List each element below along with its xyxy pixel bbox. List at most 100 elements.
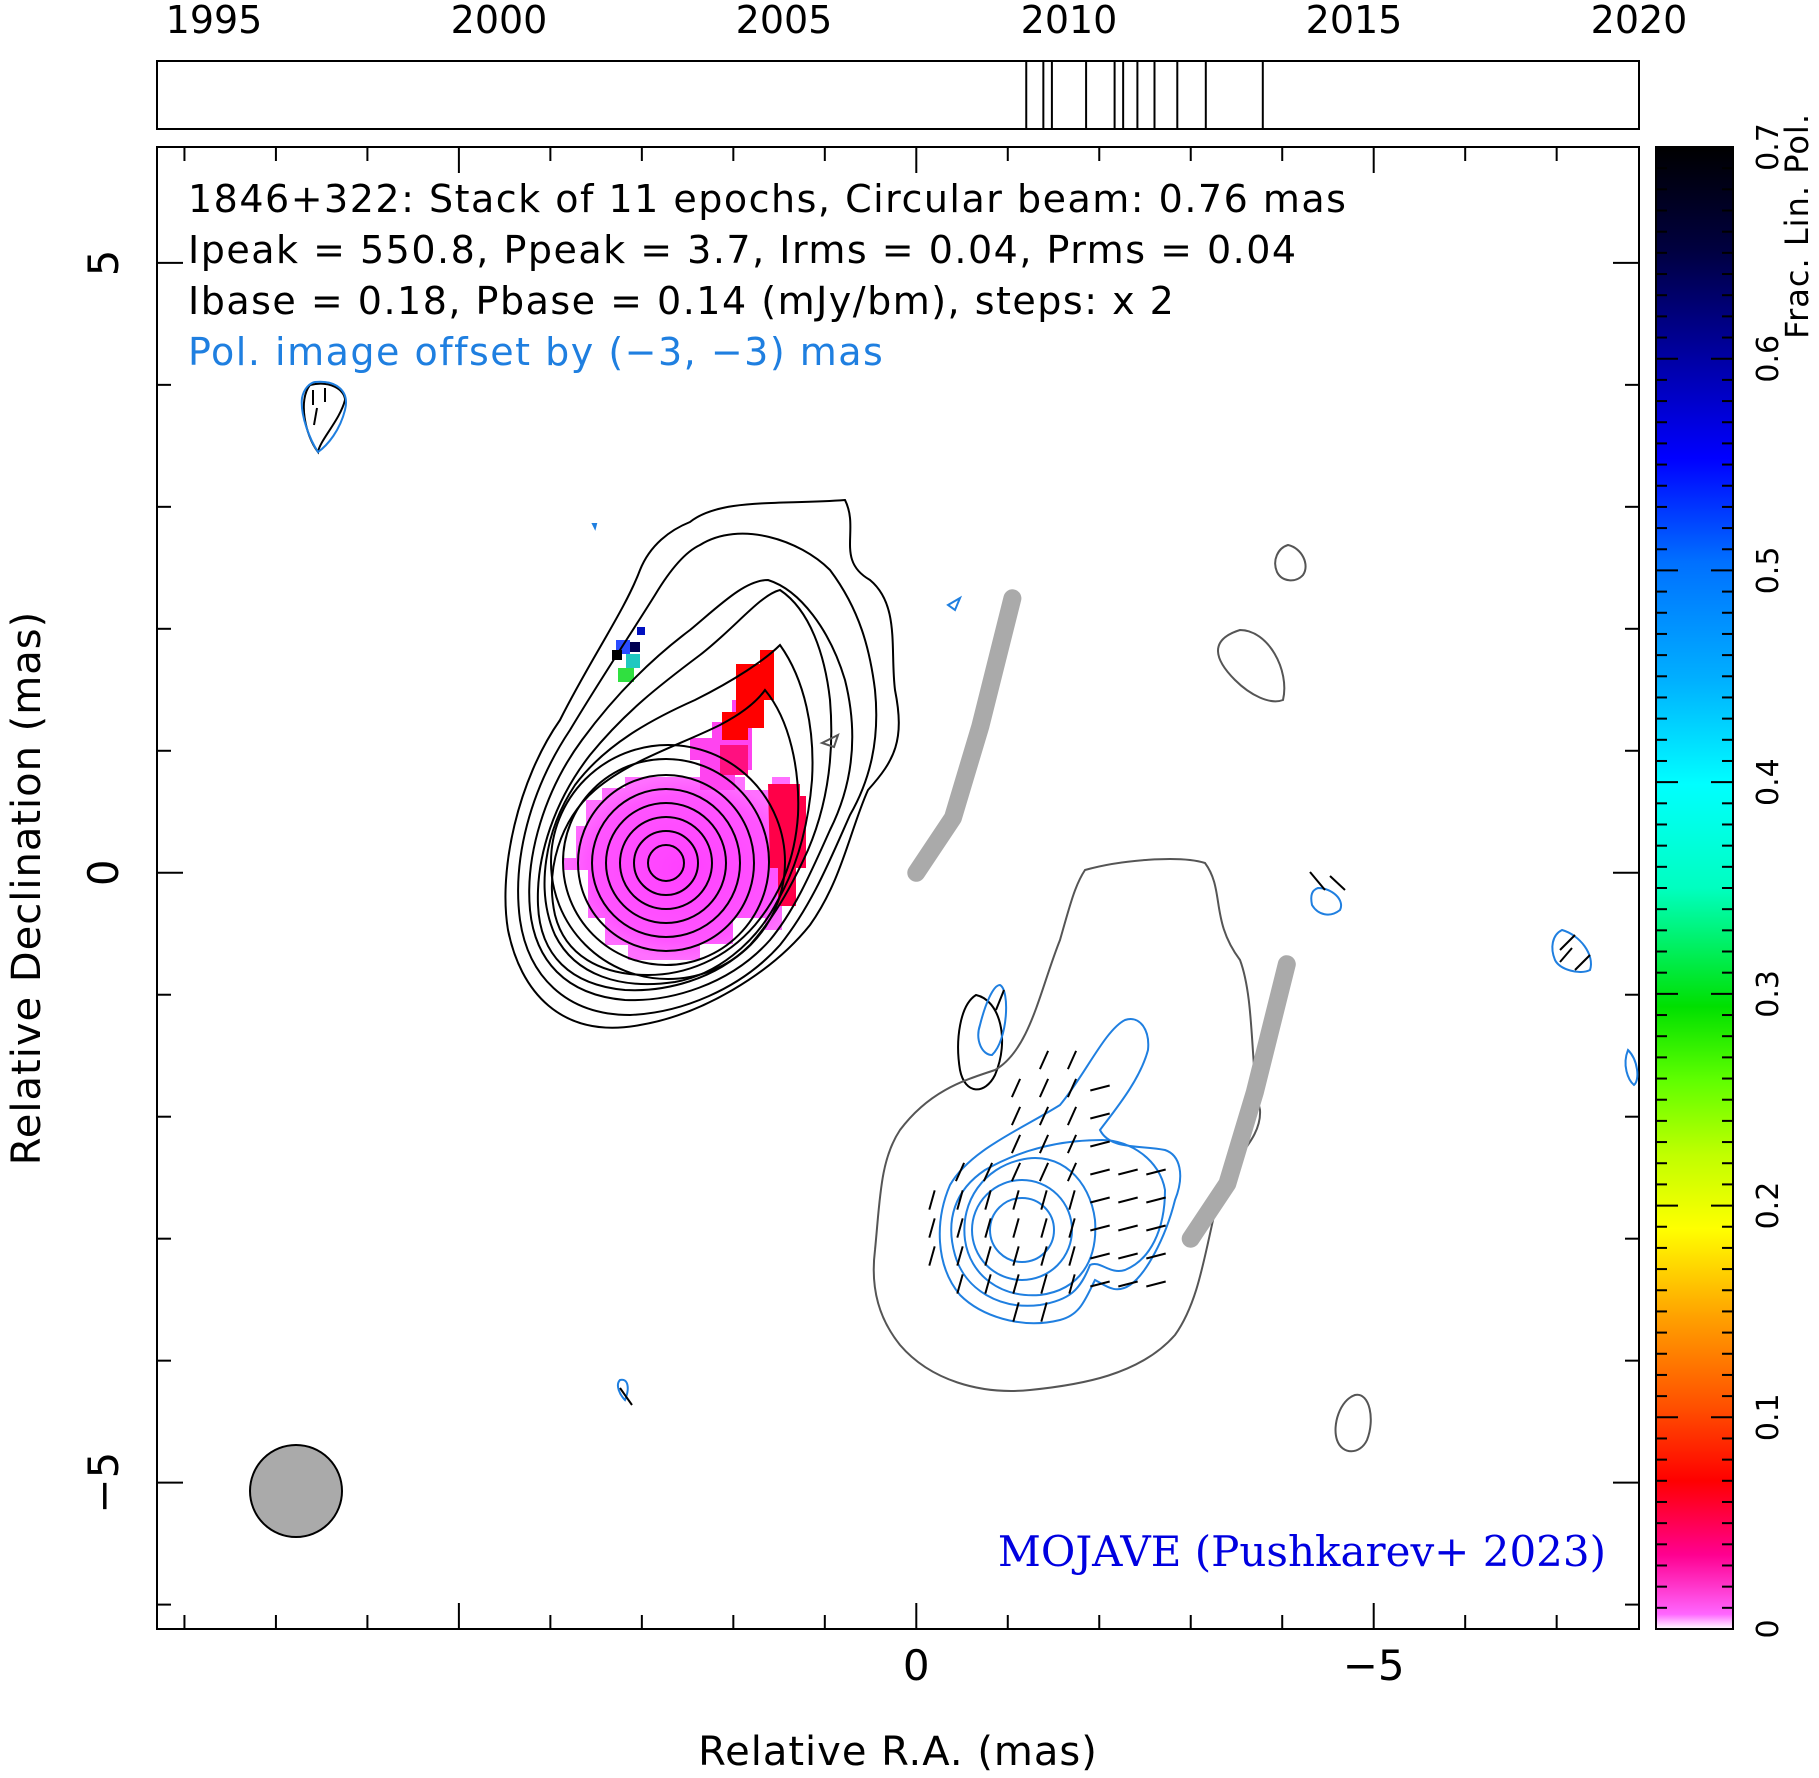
pol-contour [1551,928,1592,973]
evpa-tick [1012,1190,1020,1210]
evpa-tick [1146,1224,1166,1232]
evpa-tick [1090,1196,1110,1204]
stokes-i-contour [543,643,814,986]
timeline-epoch-marks [1025,61,1264,129]
stokes-i-contour [577,774,755,952]
restoring-beam [249,1444,343,1538]
annotation-line-3: Ibase = 0.18, Pbase = 0.14 (mJy/bm), ste… [188,279,1175,323]
evpa-tick [956,1246,964,1266]
x-tick-labels: 0 −5 [903,1641,1405,1690]
stokes-i-contour [619,816,713,910]
evpa-tick [1118,1224,1138,1232]
colorbar-tick-label: 0.7 [1751,123,1786,171]
x-tick-label: 0 [903,1641,930,1690]
evpa-tick [1010,1106,1022,1126]
evpa-tick [1066,1050,1078,1070]
stokes-i-contours [302,382,1003,1091]
evpa-tick [1038,1078,1050,1098]
annotation-line-1: 1846+322: Stack of 11 epochs, Circular b… [188,177,1347,221]
pol-offset-note: Pol. image offset by (−3, −3) mas [188,330,884,374]
evpa-tick [1040,1218,1048,1238]
evpa-tick [1574,954,1591,971]
stokes-i-contour [591,788,741,938]
credit-text: MOJAVE (Pushkarev+ 2023) [998,1527,1606,1576]
evpa-tick [619,1387,633,1406]
ridge-lines [907,589,1296,1248]
timeline-frame [156,60,1640,130]
x-axis-label: Relative R.A. (mas) [698,1729,1098,1775]
evpa-tick [1090,1224,1110,1232]
stokes-i-contour [633,830,699,896]
outer-contour [1334,1393,1372,1453]
evpa-tick [1068,1274,1076,1294]
pol-contour [946,595,963,612]
map-frame [156,146,1640,1630]
evpa-tick [1090,1140,1110,1148]
pol-contour [1624,1048,1639,1087]
evpa-tick [1118,1280,1138,1288]
stokes-i-contour [504,498,900,1029]
colorbar: 0 0.1 0.2 0.3 0.4 0.5 0.6 0.7 Frac. Lin. Pol. [1655,113,1816,1639]
evpa-tick [1038,1050,1050,1070]
evpa-tick [1118,1168,1138,1176]
stokes-i-contour [550,744,786,980]
timeline-tick-label: 2005 [736,0,833,42]
colorbar-ramp [1655,146,1734,1630]
evpa-tick [1040,1302,1048,1322]
annotation-line-2: Ipeak = 550.8, Ppeak = 3.7, Irms = 0.04,… [188,228,1298,272]
evpa-tick [1559,947,1573,963]
evpa-tick [1066,1106,1078,1126]
evpa-tick [1090,1252,1110,1260]
frac-pol-pixel [637,627,645,635]
pol-contour [977,983,1008,1057]
evpa-tick [1090,1112,1110,1120]
stokes-i-contour [528,578,854,1002]
evpa-tick [984,1218,992,1238]
pol-contours [300,380,1639,1402]
evpa-tick [1146,1196,1166,1204]
outer-contour [819,733,840,749]
evpa-tick [1559,934,1576,951]
pol-offset-stokes-i-contours [819,543,1372,1453]
y-tick-label: 5 [79,250,128,277]
evpa-tick [984,1246,992,1266]
evpa-tick [1090,1168,1110,1176]
evpa-tick [313,407,318,426]
y-axis-label: Relative Declination (mas) [4,611,50,1165]
colorbar-tick-label: 0.3 [1751,970,1786,1018]
colorbar-tick-labels: 0 0.1 0.2 0.3 0.4 0.5 0.6 0.7 [1751,123,1786,1638]
evpa-tick [984,1190,992,1210]
evpa-tick [1040,1274,1048,1294]
stokes-i-contour [562,758,770,966]
evpa-ticks [312,388,1591,1406]
evpa-tick [1146,1280,1166,1288]
epoch-timeline: 1995 2000 2005 2010 2015 2020 [156,0,1688,130]
frac-pol-red-strip [722,650,774,740]
map-axis-ticks [157,147,1639,1629]
stokes-i-contour [517,532,878,1017]
stokes-i-contour [302,382,347,455]
evpa-tick [1010,1162,1022,1182]
jet-ridge-line [907,589,1022,882]
evpa-tick [1309,871,1326,891]
frac-pol-pixel [618,668,634,682]
evpa-tick [1012,1302,1020,1322]
evpa-tick [1038,1106,1050,1126]
colorbar-tick-label: 0.6 [1751,335,1786,383]
evpa-tick [1118,1196,1138,1204]
evpa-tick [1066,1078,1078,1098]
colorbar-ticks [1656,146,1733,1630]
x-tick-label: −5 [1343,1641,1405,1690]
y-tick-labels: 5 0 −5 [79,250,128,1514]
colorbar-label: Frac. Lin. Pol. [1778,113,1816,339]
stokes-i-contour [605,802,727,924]
pol-contour [938,1018,1182,1325]
timeline-tick-label: 2020 [1591,0,1688,42]
timeline-tick-label: 2010 [1021,0,1118,42]
frac-pol-pixel [626,654,640,668]
evpa-tick [1010,1078,1022,1098]
evpa-tick [928,1190,936,1210]
evpa-tick [1066,1134,1078,1154]
evpa-tick [1012,1246,1020,1266]
